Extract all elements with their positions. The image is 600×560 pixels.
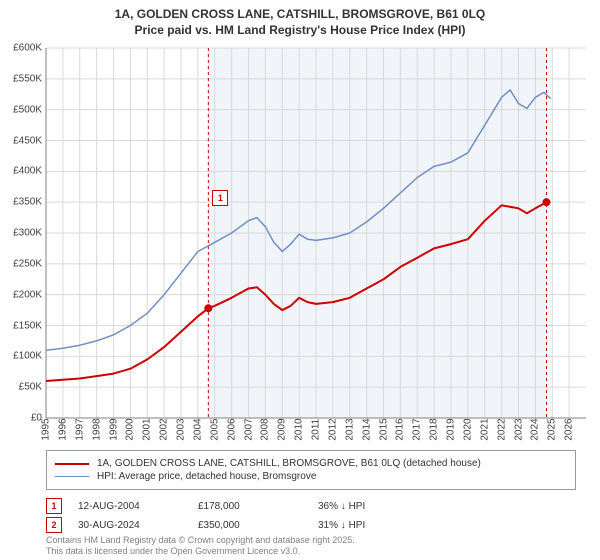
x-axis-label: 2017 [412,418,423,440]
legend-row: HPI: Average price, detached house, Brom… [55,471,567,482]
x-axis-label: 2013 [344,418,355,440]
x-axis-label: 2023 [513,418,524,440]
x-axis-label: 2012 [327,418,338,440]
x-axis-label: 2004 [192,418,203,440]
x-axis-label: 2007 [243,418,254,440]
annotation-delta: 31% ↓ HPI [318,520,438,531]
footer-line-1: Contains HM Land Registry data © Crown c… [46,535,355,546]
x-axis-label: 1997 [74,418,85,440]
y-axis-label: £450K [13,135,42,146]
legend-box: 1A, GOLDEN CROSS LANE, CATSHILL, BROMSGR… [46,450,576,490]
y-axis-label: £350K [13,197,42,208]
x-axis-label: 2010 [294,418,305,440]
y-axis-label: £200K [13,289,42,300]
x-axis-label: 2020 [462,418,473,440]
y-axis-label: £50K [19,382,42,393]
annotation-row: 1 12-AUG-2004£178,00036% ↓ HPI [46,498,438,514]
x-axis-label: 2011 [311,419,322,441]
x-axis-label: 1995 [41,418,52,440]
series-hpi [46,90,551,350]
legend-text: HPI: Average price, detached house, Brom… [97,471,316,482]
x-axis-label: 2001 [142,418,153,440]
annotation-price: £350,000 [198,520,318,531]
x-axis-label: 2016 [395,418,406,440]
title-line-2: Price paid vs. HM Land Registry's House … [0,22,600,38]
chart-svg [46,48,586,418]
x-axis-label: 2024 [530,418,541,440]
y-axis-label: £550K [13,73,42,84]
chart-container: 1A, GOLDEN CROSS LANE, CATSHILL, BROMSGR… [0,0,600,560]
marker-dot [543,198,551,206]
annotation-table: 1 12-AUG-2004£178,00036% ↓ HPI 2 30-AUG-202… [46,495,438,536]
x-axis-label: 2005 [209,418,220,440]
chart-title: 1A, GOLDEN CROSS LANE, CATSHILL, BROMSGR… [0,0,600,38]
y-axis-label: £100K [13,351,42,362]
x-axis-label: 1996 [57,418,68,440]
y-axis-label: £500K [13,104,42,115]
legend-swatch [55,463,89,465]
annotation-date: 12-AUG-2004 [78,501,198,512]
footer-line-2: This data is licensed under the Open Gov… [46,546,355,557]
annotation-marker-box: 2 [46,517,62,533]
x-axis-label: 2018 [429,418,440,440]
marker-dot [204,304,212,312]
annotation-date: 30-AUG-2024 [78,520,198,531]
y-axis-label: £400K [13,166,42,177]
series-price_paid [46,202,547,381]
y-axis-label: £250K [13,258,42,269]
x-axis-label: 2025 [547,418,558,440]
legend-text: 1A, GOLDEN CROSS LANE, CATSHILL, BROMSGR… [97,458,481,469]
legend-swatch [55,476,89,477]
x-axis-label: 2008 [260,418,271,440]
annotation-marker-box: 1 [46,498,62,514]
annotation-price: £178,000 [198,501,318,512]
x-axis-label: 2000 [125,418,136,440]
y-axis-label: £150K [13,320,42,331]
y-axis-label: £300K [13,228,42,239]
x-axis-label: 2022 [496,418,507,440]
x-axis-label: 2021 [479,418,490,440]
x-axis-label: 2026 [564,418,575,440]
x-axis-label: 2003 [176,418,187,440]
x-axis-label: 2015 [378,418,389,440]
annotation-delta: 36% ↓ HPI [318,501,438,512]
title-line-1: 1A, GOLDEN CROSS LANE, CATSHILL, BROMSGR… [0,6,600,22]
x-axis-label: 2002 [159,418,170,440]
footer-attribution: Contains HM Land Registry data © Crown c… [46,535,355,557]
x-axis-label: 1999 [108,418,119,440]
legend-row: 1A, GOLDEN CROSS LANE, CATSHILL, BROMSGR… [55,458,567,469]
x-axis-label: 2014 [361,418,372,440]
x-axis-label: 2009 [277,418,288,440]
annotation-row: 2 30-AUG-2024£350,00031% ↓ HPI [46,517,438,533]
y-axis-label: £600K [13,43,42,54]
x-axis-label: 2006 [226,418,237,440]
x-axis-label: 2019 [446,418,457,440]
plot-area: £0£50K£100K£150K£200K£250K£300K£350K£400… [46,48,586,418]
x-axis-label: 1998 [91,418,102,440]
marker-label-box: 1 [212,190,228,206]
